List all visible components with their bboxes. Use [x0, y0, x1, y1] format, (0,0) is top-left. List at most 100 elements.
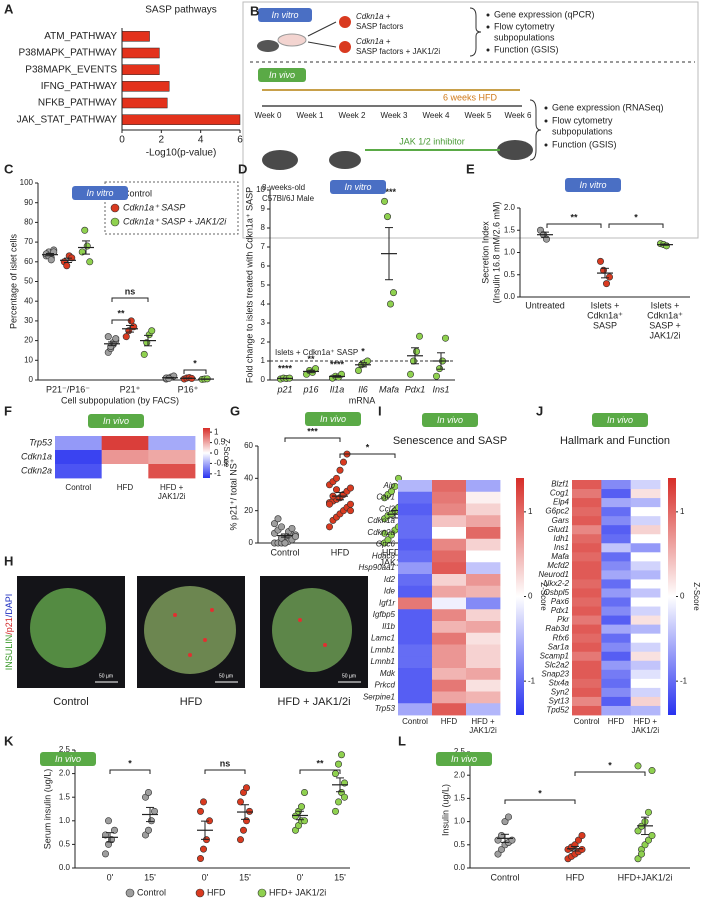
heatmap-cell [572, 633, 602, 644]
outcome: Flow cytometry [494, 21, 555, 31]
legend-marker [110, 217, 120, 227]
heatmap-cell [630, 579, 661, 589]
bullet [486, 13, 490, 17]
data-point [63, 262, 71, 270]
mouse [257, 40, 279, 52]
row-label: Mcfd2 [547, 561, 569, 570]
row-label: Ins1 [554, 543, 569, 552]
y-tick-label: 7 [261, 242, 266, 251]
x-axis-label: Cell subpopulation (by FACS) [61, 395, 179, 405]
inhibitor-label: JAK 1/2 inhibitor [399, 136, 465, 146]
y-tick-label: 2.0 [504, 203, 516, 212]
y-tick-label: 2.0 [59, 769, 71, 778]
data-point [148, 327, 156, 335]
heatmap-cell [630, 624, 661, 635]
category-label: 0' [107, 872, 114, 882]
row-label: Nkx2-2 [544, 579, 570, 588]
y-tick-label: ATM_PATHWAY [44, 31, 117, 42]
micrographs: INSULIN/p21/DAPI 50 µm 50 µm 50 µm Contr… [4, 576, 368, 708]
row-label: Lmnb1 [371, 645, 395, 654]
badge [72, 186, 128, 200]
heatmap-cell [630, 597, 661, 607]
row-label: Rab3d [545, 624, 569, 633]
category-label: SASP + [649, 320, 681, 330]
stain-label: INSULIN/p21/DAPI [4, 594, 14, 671]
significance: ** [307, 354, 315, 364]
heatmap-cell [630, 669, 661, 680]
legend-label: Cdkn1a⁺ SASP [123, 202, 185, 212]
y-tick-label: 3 [261, 318, 266, 327]
heatmap-cell [630, 498, 661, 508]
treatment: Cdkn1a + [356, 37, 391, 46]
heatmap-cell [55, 450, 103, 465]
treatment: SASP factors + JAK1/2i [356, 47, 440, 56]
data-point [246, 807, 254, 815]
heatmap-cell [432, 679, 467, 692]
row-label: Trp53 [375, 704, 396, 713]
category-label: JAK1/2i [158, 492, 186, 501]
heatmap-cell [432, 621, 467, 634]
data-point [412, 347, 420, 355]
heatmap-cell [630, 651, 661, 662]
data-point [332, 486, 340, 494]
data-point [346, 507, 354, 515]
heatmap-cell [398, 644, 433, 657]
panel-label: E [466, 161, 475, 176]
data-point [494, 850, 502, 858]
week: Week 4 [423, 111, 451, 120]
x-tick-label: 6 [237, 135, 243, 146]
heatmap-cell [148, 450, 196, 465]
y-tick-label: 0.0 [454, 863, 466, 872]
heatmap-cell [630, 642, 661, 653]
data-point [47, 256, 55, 264]
colorbar-title: Z-Score [222, 439, 231, 468]
data-point [574, 836, 582, 844]
week: Week 3 [381, 111, 409, 120]
data-point [145, 788, 153, 796]
y-tick-label: 1.5 [454, 794, 466, 803]
data-point [578, 845, 586, 853]
y-tick-label: P38MAPK_EVENTS [25, 64, 117, 75]
y-axis-label: Insulin (ug/L) [440, 784, 450, 836]
annotation: * [366, 442, 370, 452]
x-axis-label: -Log10(p-value) [146, 148, 217, 159]
heatmap-cell [572, 588, 602, 598]
category-label: 15' [334, 872, 346, 882]
y-tick-label: 50 [24, 277, 33, 286]
heatmap-cell [630, 525, 661, 535]
chart-title: Hallmark and Function [560, 435, 670, 447]
badge [592, 413, 648, 427]
week: Week 1 [297, 111, 325, 120]
heatmap-cell [466, 515, 501, 528]
outcome: subpopulations [552, 126, 613, 136]
y-tick-label: 90 [24, 198, 33, 207]
y-tick-label: 1.0 [454, 817, 466, 826]
data-point [311, 365, 319, 373]
y-tick-label: 4 [261, 299, 266, 308]
annotation: * [193, 358, 197, 368]
heatmap-cell [466, 668, 501, 681]
colorbar-label: 1 [528, 507, 533, 516]
row-label: Trp53 [29, 437, 52, 447]
heatmap-cell [630, 570, 661, 580]
y-axis-label: (Insulin 16.8 mM/2.6 mM) [491, 201, 501, 303]
badge [88, 414, 144, 428]
data-point [300, 817, 308, 825]
data-point [383, 213, 391, 221]
heatmap-cell [601, 678, 632, 689]
row-label: G6pc2 [545, 507, 569, 516]
heatmap-cell [630, 480, 661, 490]
data-point [148, 817, 156, 825]
heatmap-cell [601, 579, 632, 589]
heatmap-cell [432, 550, 467, 563]
data-point [86, 258, 94, 266]
panel-label: C [4, 161, 14, 176]
y-tick-label: 5 [261, 280, 266, 289]
legend-label: Control [137, 887, 166, 897]
category-label: Il1a [330, 384, 345, 394]
row-label: Idh1 [553, 534, 569, 543]
p21-cell [203, 638, 207, 642]
data-point [277, 534, 285, 542]
stain: INSULIN [4, 635, 14, 671]
heatmap-cell [601, 489, 632, 499]
